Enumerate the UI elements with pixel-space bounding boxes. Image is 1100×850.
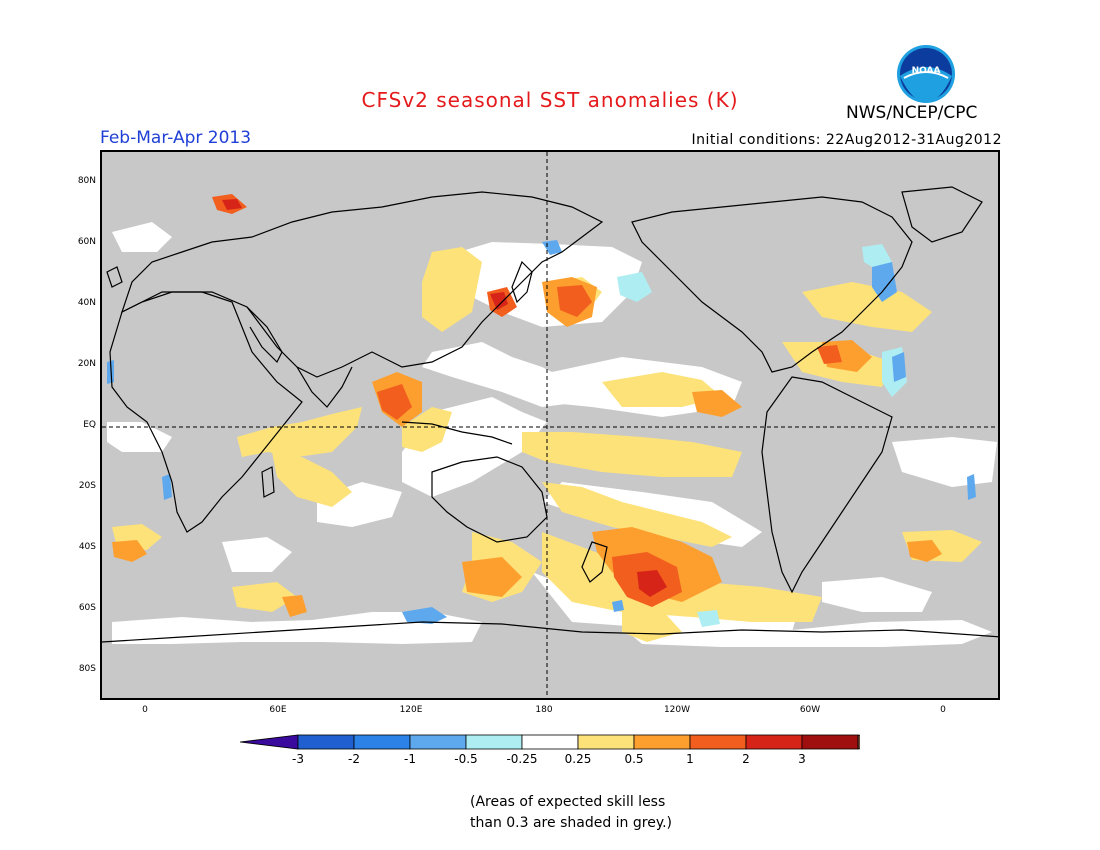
grey-mask-area <box>102 152 998 698</box>
colorbar-label: 2 <box>742 752 750 766</box>
colorbar-low-arrow <box>240 734 299 750</box>
lat-label: 80S <box>78 664 96 674</box>
lon-label: 120W <box>663 705 691 715</box>
coastlines <box>102 186 998 643</box>
colorbar-label: 0.5 <box>624 752 644 766</box>
lon-label: 120E <box>399 705 423 715</box>
colorbar-segment <box>633 734 691 750</box>
colorbar-segment <box>689 734 747 750</box>
colorbar-segment <box>521 734 579 750</box>
colorbar-segment <box>465 734 523 750</box>
lat-label: 60N <box>77 237 96 247</box>
noaa-logo: NOAA <box>896 44 956 104</box>
lon-label: 60W <box>799 705 821 715</box>
logo-text: NOAA <box>911 66 941 76</box>
lon-label: 0 <box>940 705 946 715</box>
lat-label: EQ <box>83 420 96 430</box>
colorbar-segment <box>801 734 859 750</box>
colorbar-label: -0.25 <box>506 752 538 766</box>
colorbar-segment <box>745 734 803 750</box>
colorbar-segment <box>577 734 635 750</box>
map-svg <box>102 152 998 698</box>
colorbar-segment <box>409 734 467 750</box>
colorbar-label: -0.5 <box>454 752 478 766</box>
lon-label: 180 <box>535 705 553 715</box>
lat-label: 40N <box>77 298 96 308</box>
color-scale-bar <box>240 734 860 750</box>
agency-label: NWS/NCEP/CPC <box>846 103 978 123</box>
colorbar-label: 3 <box>798 752 806 766</box>
season-label: Feb-Mar-Apr 2013 <box>100 128 252 148</box>
map-title: CFSv2 seasonal SST anomalies (K) <box>361 88 739 112</box>
colorbar-label: -3 <box>292 752 304 766</box>
colorbar-label: -2 <box>348 752 360 766</box>
lon-label: 0 <box>142 705 148 715</box>
lon-label: 60E <box>269 705 287 715</box>
colorbar-high-arrow <box>857 734 860 750</box>
sst-anomaly-map <box>100 150 1000 700</box>
colorbar-label: -1 <box>404 752 416 766</box>
colorbar-segment <box>353 734 411 750</box>
colorbar-label: 1 <box>686 752 694 766</box>
skill-note-line2: than 0.3 are shaded in grey.) <box>470 815 673 831</box>
moderate-negative-regions <box>107 240 976 624</box>
lat-label: 60S <box>78 603 96 613</box>
lat-label: 40S <box>78 542 96 552</box>
colorbar-segment <box>297 734 355 750</box>
lat-label: 80N <box>77 176 96 186</box>
initial-conditions-label: Initial conditions: 22Aug2012-31Aug2012 <box>691 132 1002 148</box>
skill-note-line1: (Areas of expected skill less <box>470 794 666 810</box>
lat-label: 20S <box>78 481 96 491</box>
colorbar-label: 0.25 <box>564 752 592 766</box>
lat-label: 20N <box>77 359 96 369</box>
very-strong-positive-regions <box>222 199 667 597</box>
